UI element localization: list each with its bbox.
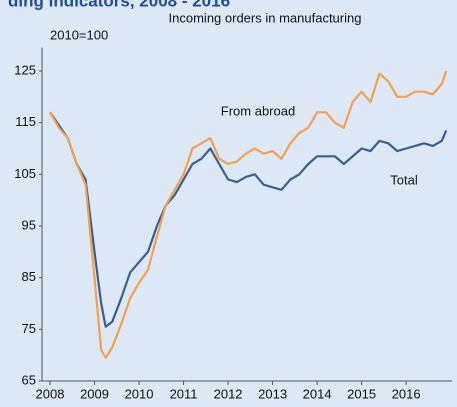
series-line <box>49 111 448 328</box>
y-tick-label: 95 <box>22 217 36 232</box>
chart-title: ding indicators, 2008 - 2016 <box>8 0 230 10</box>
x-tick-label: 2010 <box>125 386 154 401</box>
x-tick-label: 2012 <box>214 386 243 401</box>
y-tick-label: 105 <box>14 166 36 181</box>
x-tick-label: 2011 <box>170 386 198 401</box>
x-tick-label: 2015 <box>347 386 376 401</box>
chart-subtitle: Incoming orders in manufacturing <box>169 10 362 25</box>
annotation: From abroad <box>221 103 295 118</box>
y-tick-label: 65 <box>22 372 36 387</box>
y-axis-label: 2010=100 <box>50 27 108 42</box>
y-tick-label: 75 <box>22 321 36 336</box>
y-tick-label: 85 <box>22 269 36 284</box>
series-line <box>49 70 448 359</box>
x-tick-label: 2013 <box>258 386 287 401</box>
x-tick-label: 2009 <box>80 386 109 401</box>
y-tick-label: 115 <box>15 114 36 129</box>
x-tick-label: 2014 <box>303 386 332 401</box>
x-tick-label: 2008 <box>36 386 65 401</box>
y-tick-label: 125 <box>14 62 36 77</box>
annotation: Total <box>390 172 418 187</box>
x-tick-label: 2016 <box>392 386 421 401</box>
